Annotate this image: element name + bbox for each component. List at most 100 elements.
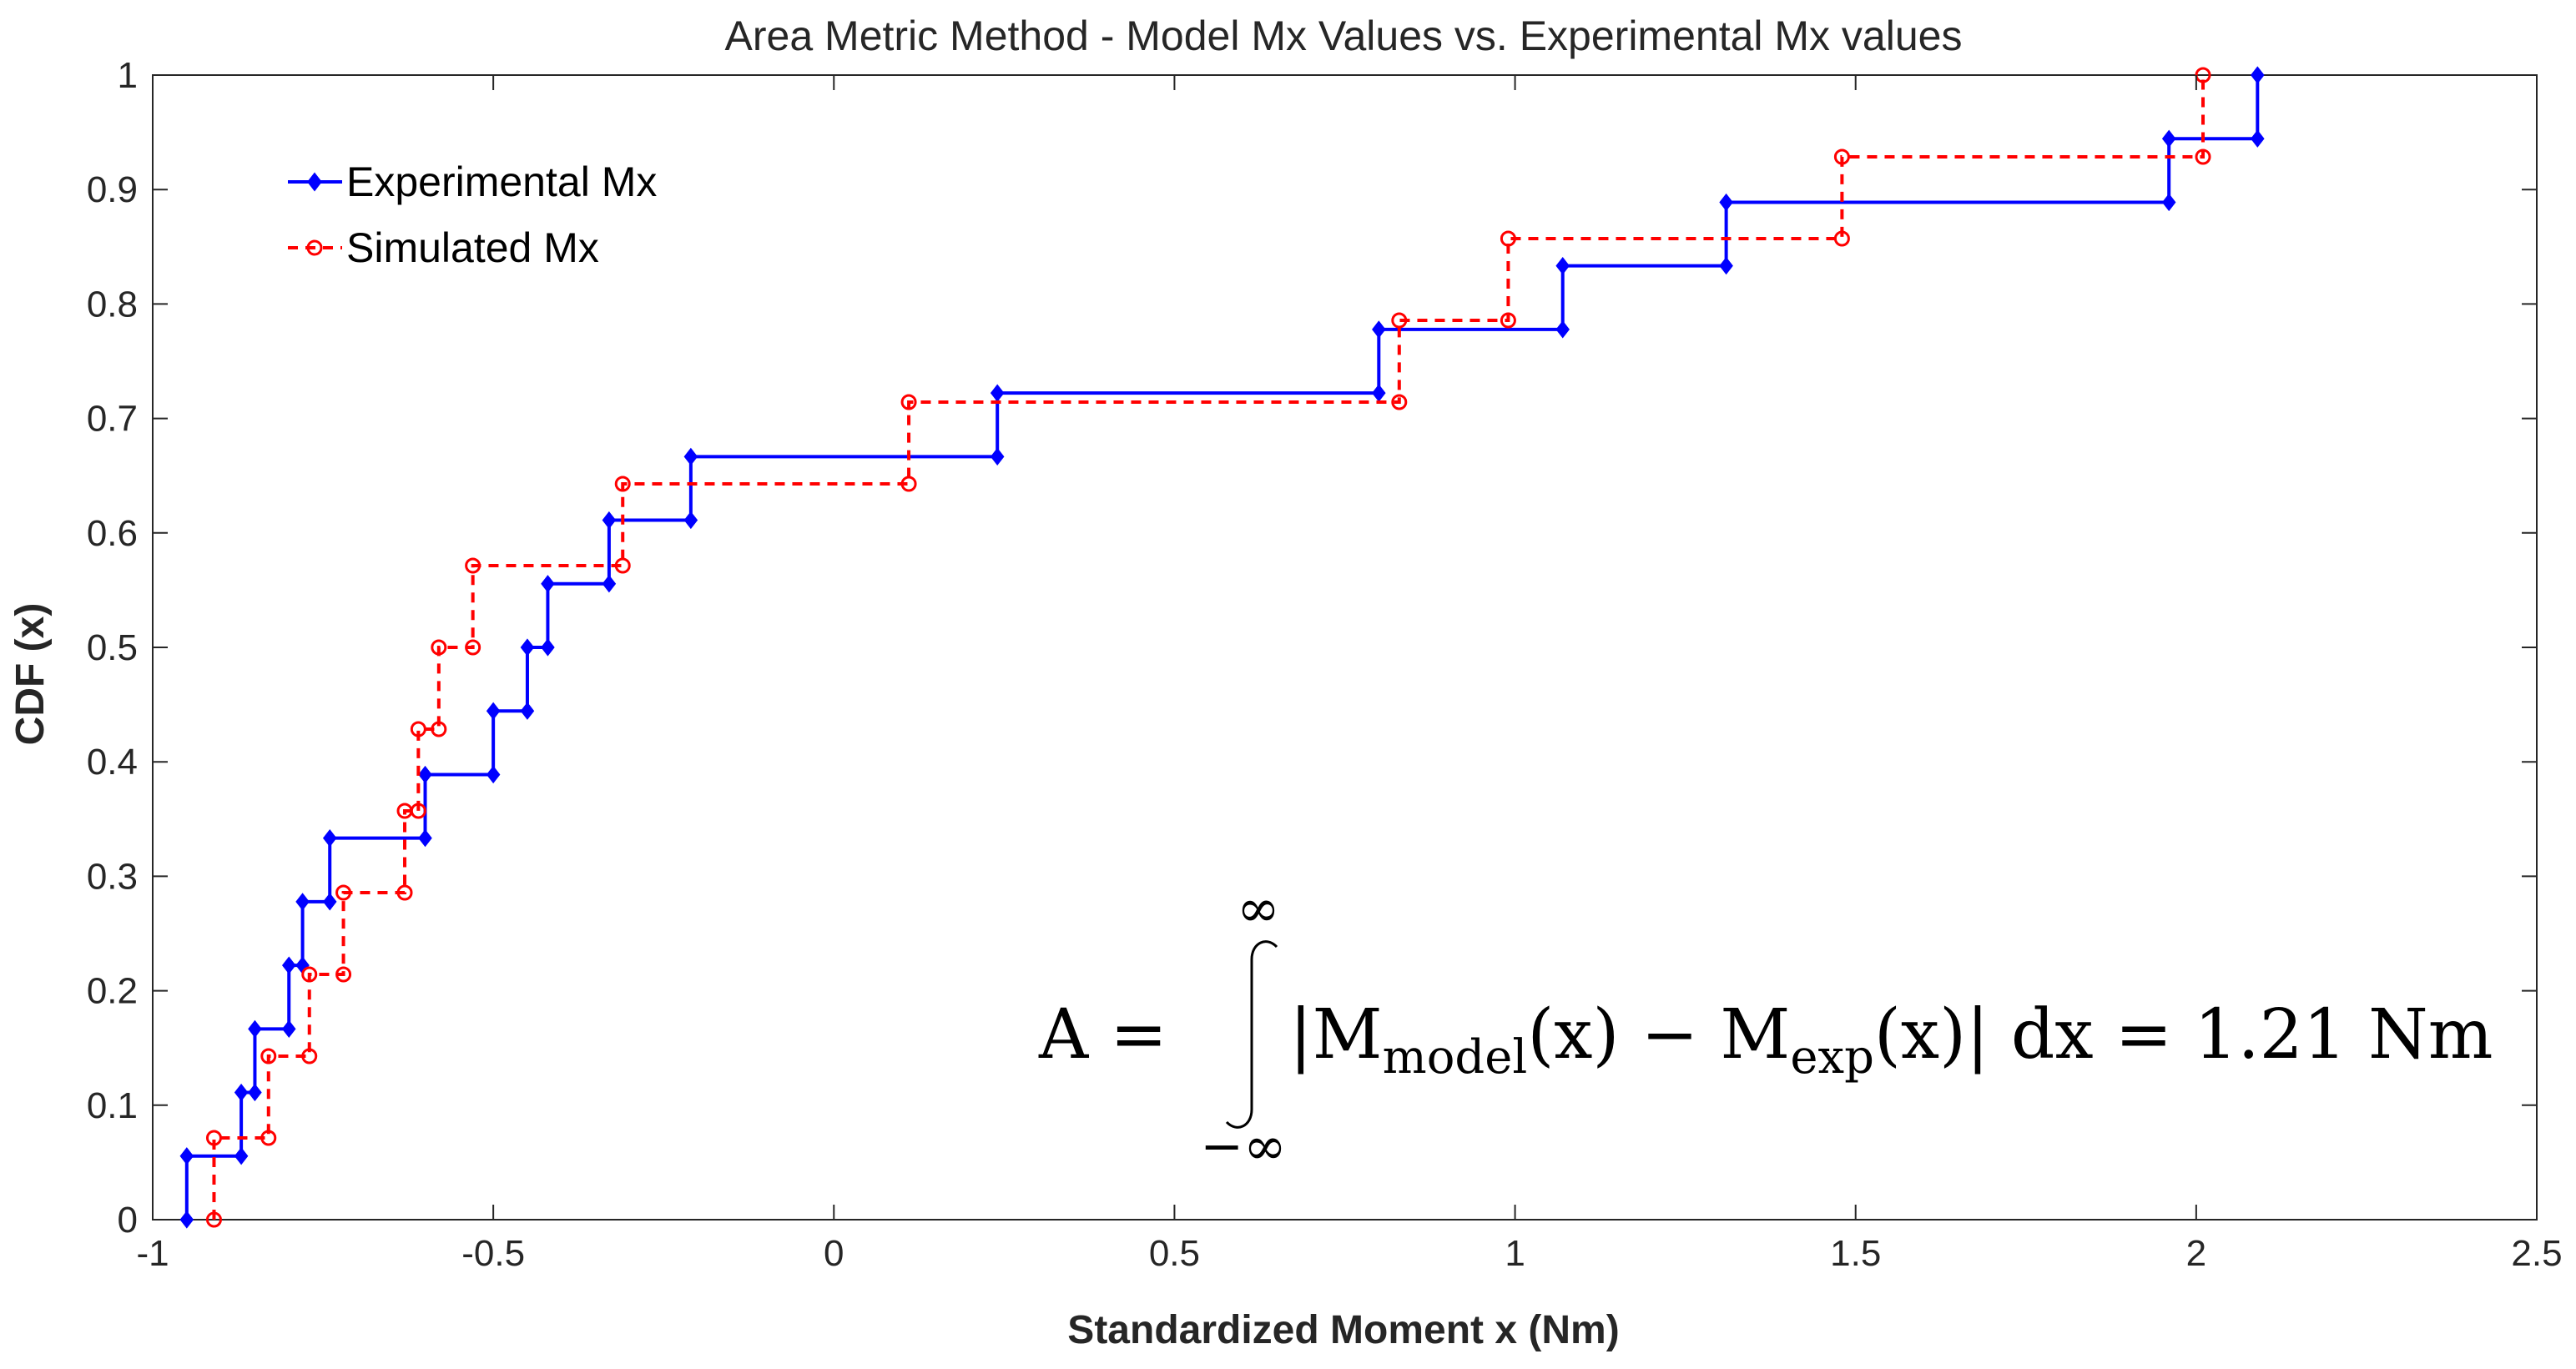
data-point-diamond [990, 447, 1005, 466]
legend-diamond-icon [307, 172, 322, 192]
y-tick-label: 0.4 [87, 742, 138, 783]
x-tick-label: 2.5 [2511, 1233, 2562, 1274]
x-tick-label: -1 [136, 1233, 169, 1274]
data-point-diamond [2161, 193, 2176, 212]
data-point-circle [900, 394, 917, 410]
data-point-circle [1391, 312, 1408, 329]
y-tick-label: 1 [118, 55, 138, 96]
y-tick-label: 0.9 [87, 169, 138, 210]
data-point-diamond [234, 1083, 249, 1102]
data-point-diamond [541, 638, 555, 657]
data-point-diamond [281, 956, 296, 974]
legend-item-simulated: Simulated Mx [288, 224, 599, 271]
x-tick-label: 1 [1505, 1233, 1525, 1274]
data-point-diamond [486, 702, 501, 720]
data-point-diamond [520, 702, 535, 720]
data-point-diamond [418, 765, 432, 784]
data-point-diamond [234, 1147, 249, 1165]
data-point-diamond [179, 1147, 194, 1165]
data-point-diamond [1372, 320, 1386, 339]
data-point-circle [900, 476, 917, 492]
data-point-circle [410, 803, 426, 819]
y-tick-label: 0.8 [87, 284, 138, 325]
y-tick-label: 0.6 [87, 513, 138, 554]
data-point-circle [431, 721, 447, 737]
x-tick-label: 1.5 [1830, 1233, 1881, 1274]
x-tick-label: 0 [824, 1233, 844, 1274]
formula-sub-exp: exp [1790, 1030, 1874, 1085]
formula-upper-limit: ∞ [1237, 878, 1280, 939]
data-point-diamond [248, 1019, 262, 1038]
data-point-circle [335, 884, 352, 901]
data-point-diamond [1719, 193, 1733, 212]
data-point-diamond [486, 765, 501, 784]
data-point-circle [301, 1048, 318, 1064]
data-point-circle [465, 557, 481, 574]
formula-lhs: A = [1038, 995, 1167, 1075]
data-point-diamond [2251, 129, 2265, 148]
data-point-diamond [541, 575, 555, 593]
x-tick-label: 2 [2186, 1233, 2206, 1274]
x-axis-label: Standardized Moment x (Nm) [1067, 1308, 1619, 1352]
y-tick-label: 0.3 [87, 856, 138, 897]
data-point-circle [260, 1048, 277, 1064]
chart-title: Area Metric Method - Model Mx Values vs.… [725, 13, 1963, 59]
series-simulated [205, 67, 2211, 1228]
x-tick-label: -0.5 [461, 1233, 525, 1274]
data-point-diamond [683, 447, 698, 466]
integral-sign-icon [1225, 940, 1278, 1129]
data-point-circle [614, 476, 631, 492]
legend-circle-icon [306, 239, 323, 256]
data-point-diamond [683, 511, 698, 530]
data-point-circle [260, 1130, 277, 1146]
data-point-circle [1833, 148, 1850, 165]
data-point-circle [301, 966, 318, 983]
data-point-diamond [1555, 320, 1570, 339]
series-experimental [179, 66, 2265, 1229]
formula-lower-limit: −∞ [1200, 1115, 1287, 1176]
data-point-diamond [2251, 66, 2265, 84]
x-tick-label: 0.5 [1149, 1233, 1200, 1274]
formula-sub-model: model [1383, 1030, 1528, 1085]
data-point-circle [465, 639, 481, 656]
data-point-circle [335, 966, 352, 983]
formula-integrand: |Mmodel(x) − Mexp(x)| dx = 1.21 Nm [1289, 995, 2493, 1085]
data-point-circle [205, 1211, 222, 1228]
data-point-diamond [520, 638, 535, 657]
axis-ticks: -1 -0.5 0 0.5 1 1.5 2 2.5 0 0.1 0.2 0.3 0.4 0.5 0.6 0.7… [87, 55, 2563, 1274]
legend: Experimental Mx Simulated Mx [288, 159, 657, 271]
legend-label-experimental: Experimental Mx [346, 159, 657, 205]
data-point-circle [1500, 312, 1516, 329]
data-point-diamond [418, 829, 432, 848]
y-tick-label: 0.1 [87, 1085, 138, 1126]
series-layer [179, 66, 2265, 1229]
formula-integrand-mid: (x) − M [1527, 995, 1790, 1075]
data-point-circle [614, 557, 631, 574]
area-metric-formula: A = ∞ −∞ |Mmodel(x) − Mexp(x)| dx = 1.21… [1038, 878, 2493, 1176]
data-point-diamond [295, 893, 310, 911]
cdf-step-line [212, 75, 2205, 1220]
y-tick-label: 0.2 [87, 971, 138, 1012]
data-point-diamond [248, 1083, 262, 1102]
legend-item-experimental: Experimental Mx [288, 159, 657, 205]
data-point-circle [410, 721, 426, 737]
data-point-diamond [1555, 257, 1570, 275]
data-point-circle [1833, 230, 1850, 247]
data-point-circle [1391, 394, 1408, 410]
data-point-diamond [179, 1210, 194, 1229]
formula-integrand-prefix: |M [1289, 995, 1383, 1075]
data-point-diamond [281, 1019, 296, 1038]
data-point-diamond [322, 829, 337, 848]
y-tick-label: 0.5 [87, 627, 138, 668]
data-point-circle [1500, 230, 1516, 247]
y-axis-label: CDF (x) [8, 603, 53, 746]
data-point-diamond [322, 893, 337, 911]
formula-integrand-suffix: (x)| dx = 1.21 Nm [1874, 995, 2493, 1075]
y-tick-label: 0 [118, 1200, 138, 1241]
data-point-circle [2195, 148, 2211, 165]
data-point-diamond [602, 511, 617, 530]
data-point-diamond [2161, 129, 2176, 148]
data-point-circle [431, 639, 447, 656]
legend-label-simulated: Simulated Mx [346, 224, 599, 271]
